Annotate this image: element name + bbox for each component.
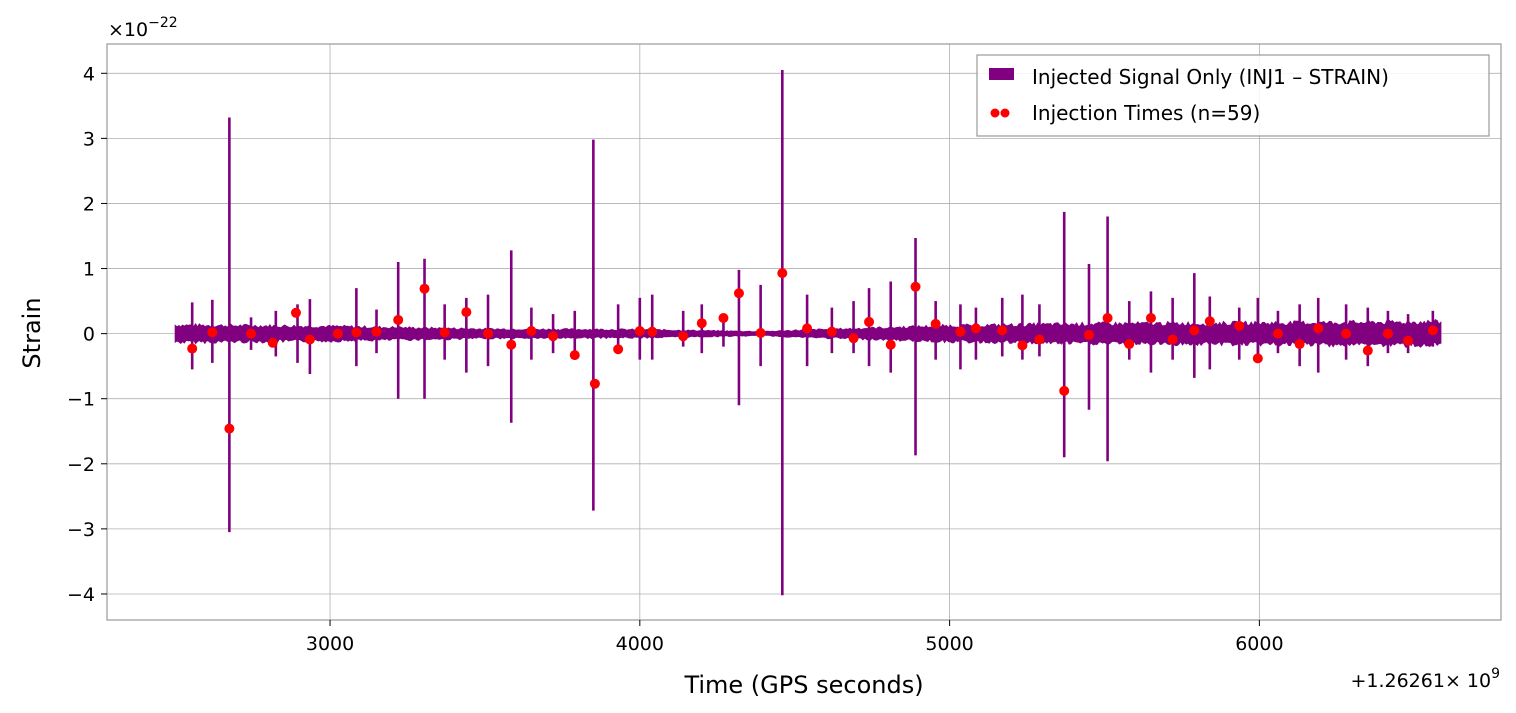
x-offset-label: +1.26261× 109	[1350, 666, 1500, 692]
injection-point	[613, 344, 624, 355]
injection-point	[955, 326, 966, 337]
legend: Injected Signal Only (INJ1 – STRAIN) Inj…	[976, 54, 1490, 137]
x-axis-ticks: 3000 4000 5000 6000	[306, 620, 1284, 655]
injection-point	[678, 331, 689, 342]
y-axis-label: Strain	[18, 297, 46, 368]
y-multiplier-label: ×10−22	[108, 15, 178, 41]
injection-point	[1083, 329, 1094, 340]
injection-point	[1124, 339, 1135, 350]
injection-point	[506, 339, 517, 350]
y-tick-label: −2	[67, 454, 95, 476]
injection-point	[290, 307, 301, 318]
y-tick-label: 0	[83, 324, 95, 346]
injection-point	[885, 339, 896, 350]
injection-point	[1362, 345, 1373, 356]
injection-point	[1204, 316, 1215, 327]
plot-frame	[106, 43, 1502, 621]
injection-point	[802, 323, 813, 334]
injection-point	[910, 281, 921, 292]
injection-point	[1313, 323, 1324, 334]
injection-point	[1189, 325, 1200, 336]
injection-point	[1252, 353, 1263, 364]
injection-point	[351, 327, 362, 338]
injection-point	[1272, 328, 1283, 339]
injection-point	[1059, 385, 1070, 396]
x-tick-label: 5000	[925, 633, 973, 655]
injection-point	[1017, 340, 1028, 351]
injection-point	[461, 307, 472, 318]
x-axis-label: Time (GPS seconds)	[683, 671, 923, 699]
injection-point	[1034, 334, 1045, 345]
y-tick-label: −3	[67, 519, 95, 541]
injection-point	[371, 326, 382, 337]
injection-point	[419, 283, 430, 294]
injection-point	[267, 337, 278, 348]
injection-points	[187, 268, 1438, 434]
injection-point	[970, 323, 981, 334]
injection-point	[634, 326, 645, 337]
y-tick-label: −1	[67, 389, 95, 411]
injection-point	[777, 268, 788, 279]
injection-point	[304, 334, 315, 345]
x-tick-label: 6000	[1235, 633, 1283, 655]
injection-point	[826, 326, 837, 337]
injection-point	[187, 343, 198, 354]
injection-point	[848, 333, 859, 344]
legend-marker-injection-2	[1000, 108, 1010, 118]
x-tick-label: 3000	[306, 633, 354, 655]
injection-point	[1234, 320, 1245, 331]
legend-box	[976, 54, 1490, 137]
injection-point	[696, 318, 707, 329]
legend-label-signal: Injected Signal Only (INJ1 – STRAIN)	[1032, 65, 1389, 89]
injection-point	[1341, 328, 1352, 339]
injection-point	[548, 331, 559, 342]
injection-point	[224, 423, 235, 434]
injection-point	[755, 327, 766, 338]
x-tick-label: 4000	[616, 633, 664, 655]
injection-point	[1403, 335, 1414, 346]
legend-label-injection: Injection Times (n=59)	[1032, 101, 1260, 125]
injection-point	[207, 327, 218, 338]
y-tick-label: 3	[83, 128, 95, 150]
y-tick-label: −4	[67, 584, 95, 606]
y-tick-label: 1	[83, 259, 95, 281]
injection-point	[393, 314, 404, 325]
injection-point	[439, 327, 450, 338]
legend-marker-injection-1	[990, 108, 1000, 118]
y-axis-ticks: 4 3 2 1 0 −1 −2 −3 −4	[67, 63, 107, 606]
injection-point	[1145, 313, 1156, 324]
injection-point	[526, 326, 537, 337]
injection-point	[718, 313, 729, 324]
injection-point	[1382, 328, 1393, 339]
injection-point	[733, 288, 744, 299]
injection-point	[1102, 313, 1113, 324]
injection-point	[647, 326, 658, 337]
injection-point	[246, 328, 257, 339]
injection-point	[332, 328, 343, 339]
injection-point	[483, 328, 494, 339]
injection-point	[997, 325, 1008, 336]
injection-point	[1427, 325, 1438, 336]
injection-point	[930, 318, 941, 329]
injection-point	[1167, 334, 1178, 345]
y-tick-label: 4	[83, 63, 95, 85]
y-tick-label: 2	[83, 193, 95, 215]
injection-point	[569, 350, 580, 361]
injection-point	[1294, 339, 1305, 350]
injection-point	[589, 378, 600, 389]
legend-swatch-signal	[989, 68, 1014, 80]
injection-point	[864, 316, 875, 327]
